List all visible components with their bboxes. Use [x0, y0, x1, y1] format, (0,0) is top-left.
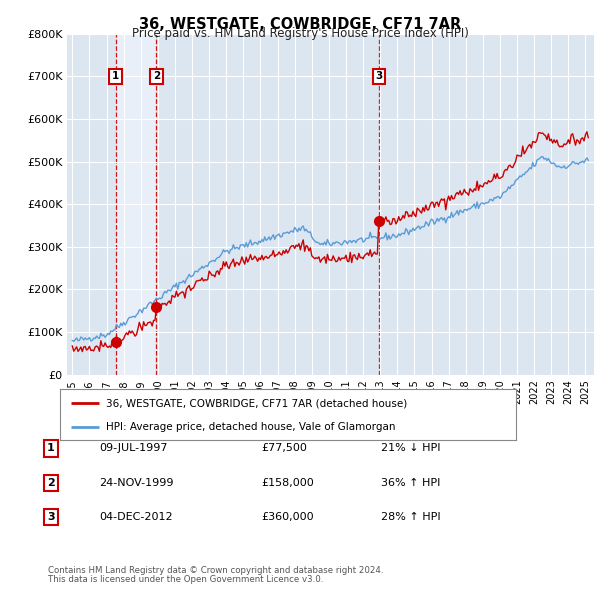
Text: 21% ↓ HPI: 21% ↓ HPI — [381, 444, 440, 453]
Text: This data is licensed under the Open Government Licence v3.0.: This data is licensed under the Open Gov… — [48, 575, 323, 584]
Text: HPI: Average price, detached house, Vale of Glamorgan: HPI: Average price, detached house, Vale… — [106, 422, 395, 432]
Text: 04-DEC-2012: 04-DEC-2012 — [99, 512, 173, 522]
Text: 28% ↑ HPI: 28% ↑ HPI — [381, 512, 440, 522]
Text: £77,500: £77,500 — [261, 444, 307, 453]
Text: £158,000: £158,000 — [261, 478, 314, 487]
Text: Contains HM Land Registry data © Crown copyright and database right 2024.: Contains HM Land Registry data © Crown c… — [48, 566, 383, 575]
Text: 24-NOV-1999: 24-NOV-1999 — [99, 478, 173, 487]
Text: 36, WESTGATE, COWBRIDGE, CF71 7AR: 36, WESTGATE, COWBRIDGE, CF71 7AR — [139, 17, 461, 31]
Text: £360,000: £360,000 — [261, 512, 314, 522]
Text: Price paid vs. HM Land Registry's House Price Index (HPI): Price paid vs. HM Land Registry's House … — [131, 27, 469, 40]
Text: 36, WESTGATE, COWBRIDGE, CF71 7AR (detached house): 36, WESTGATE, COWBRIDGE, CF71 7AR (detac… — [106, 398, 407, 408]
Text: 3: 3 — [47, 512, 55, 522]
Text: 1: 1 — [112, 71, 119, 81]
Text: 3: 3 — [375, 71, 382, 81]
Text: 09-JUL-1997: 09-JUL-1997 — [99, 444, 167, 453]
Text: 2: 2 — [47, 478, 55, 487]
Text: 1: 1 — [47, 444, 55, 453]
Text: 36% ↑ HPI: 36% ↑ HPI — [381, 478, 440, 487]
Bar — [116, 34, 157, 375]
Text: 2: 2 — [153, 71, 160, 81]
